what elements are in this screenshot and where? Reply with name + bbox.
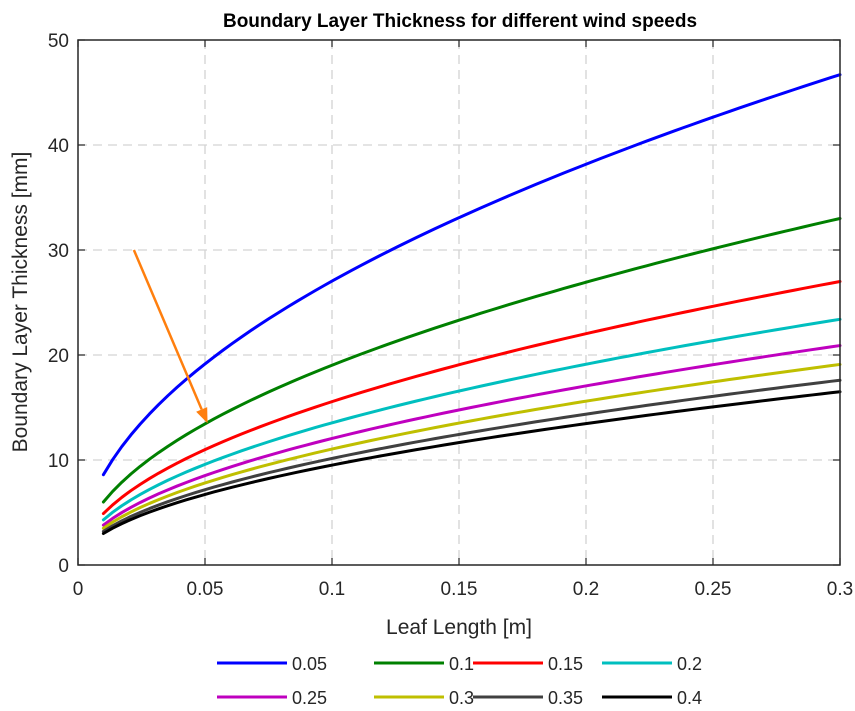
series-line-0.15 [101,280,842,516]
legend-label-0.35: 0.35 [548,688,583,708]
x-axis-ticks: 0 0.05 0.1 0.15 0.2 0.25 0.3 [73,40,853,600]
annotation-arrow-head [196,407,208,424]
x-tick-label: 0 [73,579,84,600]
legend-label-0.4: 0.4 [677,688,702,708]
y-tick-label: 20 [48,346,69,367]
legend-label-0.1: 0.1 [449,654,474,674]
annotation-arrow-shaft [132,249,203,410]
annotations [132,249,208,424]
x-axis-label: Leaf Length [m] [386,616,532,639]
x-tick-label: 0.2 [573,579,599,600]
y-axis-label: Boundary Layer Thickness [mm] [9,152,32,453]
series-line-0.4 [101,390,842,535]
y-tick-label: 10 [48,451,69,472]
chart-title: Boundary Layer Thickness for different w… [223,11,697,32]
legend-label-0.05: 0.05 [292,654,327,674]
x-tick-label: 0.05 [187,579,224,600]
grid [78,40,840,565]
x-tick-label: 0.25 [695,579,732,600]
legend-label-0.3: 0.3 [449,688,474,708]
legend-label-0.25: 0.25 [292,688,327,708]
series-lines [101,73,842,535]
series-line-0.05 [101,73,842,477]
y-tick-label: 0 [58,556,69,577]
series-line-0.2 [101,317,842,522]
y-axis-ticks: 0 10 20 30 40 50 [48,31,840,577]
x-tick-label: 0.15 [441,579,478,600]
series-line-0.25 [101,344,842,527]
series-line-0.1 [101,217,842,504]
x-tick-label: 0.1 [319,579,345,600]
y-tick-label: 50 [48,31,69,52]
legend-label-0.2: 0.2 [677,654,702,674]
y-tick-label: 30 [48,241,69,262]
legend-label-0.15: 0.15 [548,654,583,674]
x-tick-label: 0.3 [827,579,853,600]
series-line-0.35 [101,378,842,533]
series-line-0.3 [101,362,842,530]
legend: 0.05 0.1 0.15 0.2 0.25 0.3 0.35 0.4 [217,654,702,708]
y-tick-label: 40 [48,136,69,157]
